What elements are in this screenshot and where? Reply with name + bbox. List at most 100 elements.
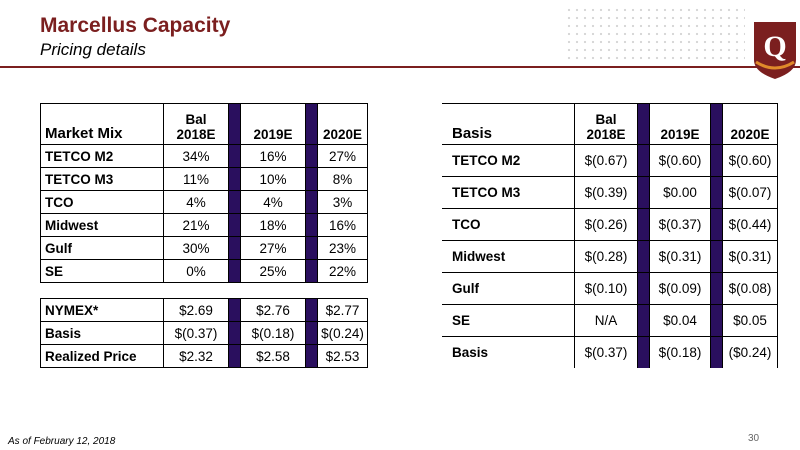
column-separator — [710, 240, 723, 273]
column-separator — [228, 298, 241, 322]
column-separator — [637, 240, 650, 273]
column-header-label: 2019E — [253, 127, 293, 142]
column-separator — [637, 176, 650, 209]
table-cell: 16% — [240, 144, 306, 168]
column-separator — [305, 213, 318, 237]
row-label: Gulf — [442, 272, 575, 305]
column-separator — [305, 236, 318, 260]
table-cell: 10% — [240, 167, 306, 191]
column-separator — [228, 259, 241, 283]
table-cell: $(0.37) — [163, 321, 229, 345]
column-header-label: Bal 2018E — [176, 112, 216, 142]
column-separator — [228, 167, 241, 191]
column-separator — [637, 208, 650, 241]
column-separator — [228, 344, 241, 368]
column-separator — [305, 190, 318, 214]
table-cell: $2.32 — [163, 344, 229, 368]
column-separator — [228, 190, 241, 214]
table-row: TETCO M3 11% 10% 8% — [40, 167, 368, 191]
table-header-row: Basis Bal 2018E 2019E 2020E — [442, 103, 778, 145]
table-cell: $(0.31) — [722, 240, 778, 273]
table-cell: 21% — [163, 213, 229, 237]
table-cell: $(0.31) — [649, 240, 711, 273]
table-cell: $(0.60) — [722, 144, 778, 177]
column-header-label: 2020E — [730, 127, 770, 142]
table-row: Gulf $(0.10) $(0.09) $(0.08) — [442, 272, 778, 305]
column-separator — [637, 272, 650, 305]
column-separator — [637, 336, 650, 368]
table-cell: $(0.60) — [649, 144, 711, 177]
column-separator — [305, 344, 318, 368]
column-header-label: Bal 2018E — [586, 112, 626, 142]
column-header-label: 2019E — [660, 127, 700, 142]
column-separator — [710, 176, 723, 209]
table-cell: $(0.24) — [317, 321, 368, 345]
row-label: Basis — [452, 345, 489, 360]
table-cell: 8% — [317, 167, 368, 191]
table-header-row: Market Mix Bal 2018E 2019E 2020E — [40, 103, 368, 145]
table-cell: 4% — [240, 190, 306, 214]
column-separator — [637, 144, 650, 177]
row-label: Midwest — [442, 240, 575, 273]
as-of-footnote: As of February 12, 2018 — [8, 436, 116, 447]
basis-table: Basis Bal 2018E 2019E 2020E TETCO M2 $(0… — [442, 103, 778, 368]
table-row: TETCO M2 $(0.67) $(0.60) $(0.60) — [442, 144, 778, 177]
page-title: Marcellus Capacity — [40, 14, 231, 37]
table-cell: $(0.18) — [649, 336, 711, 368]
table-cell: $(0.10) — [574, 272, 638, 305]
column-separator — [710, 336, 723, 368]
column-separator — [228, 103, 241, 145]
table-cell: $(0.18) — [240, 321, 306, 345]
row-label: TETCO M3 — [442, 176, 575, 209]
row-label: SE — [442, 304, 575, 337]
table-cell: 18% — [240, 213, 306, 237]
table-cell: 16% — [317, 213, 368, 237]
table-cell: N/A — [574, 304, 638, 337]
table-cell: $(0.08) — [722, 272, 778, 305]
table-row: Basis $(0.37) $(0.18) $(0.24) — [40, 321, 368, 345]
table-cell: 27% — [317, 144, 368, 168]
table-cell: $0.04 — [649, 304, 711, 337]
column-separator — [228, 213, 241, 237]
row-label: Gulf — [40, 236, 164, 260]
table-row: NYMEX* $2.69 $2.76 $2.77 — [40, 298, 368, 322]
column-separator — [305, 144, 318, 168]
table-cell: $0.05 — [722, 304, 778, 337]
table-cell: 11% — [163, 167, 229, 191]
row-label: Basis — [40, 321, 164, 345]
table-cell: 4% — [163, 190, 229, 214]
table-cell: $2.53 — [317, 344, 368, 368]
column-separator — [710, 272, 723, 305]
table-cell: 30% — [163, 236, 229, 260]
column-header-2019e: 2019E — [240, 103, 306, 145]
table-cell: $(0.67) — [574, 144, 638, 177]
column-separator — [637, 103, 650, 145]
table-row: TETCO M3 $(0.39) $0.00 $(0.07) — [442, 176, 778, 209]
table-cell: 23% — [317, 236, 368, 260]
table-row: TCO $(0.26) $(0.37) $(0.44) — [442, 208, 778, 241]
table-row: SE 0% 25% 22% — [40, 259, 368, 283]
table-cell: $(0.37) — [574, 336, 638, 368]
column-separator — [710, 144, 723, 177]
basis-heading: Basis — [442, 103, 575, 145]
q-logo-icon: Q — [754, 22, 796, 79]
column-separator — [228, 321, 241, 345]
table-cell: $2.77 — [317, 298, 368, 322]
column-header-bal-2018e: Bal 2018E — [574, 103, 638, 145]
table-row: Midwest 21% 18% 16% — [40, 213, 368, 237]
column-header-bal-2018e: Bal 2018E — [163, 103, 229, 145]
table-row: TETCO M2 34% 16% 27% — [40, 144, 368, 168]
column-separator — [228, 236, 241, 260]
row-label: TETCO M2 — [442, 144, 575, 177]
page-number: 30 — [748, 433, 760, 444]
table-cell: $2.76 — [240, 298, 306, 322]
table-cell: 0% — [163, 259, 229, 283]
column-separator — [637, 304, 650, 337]
row-label: TCO — [40, 190, 164, 214]
column-header-2020e: 2020E — [317, 103, 368, 145]
table-row: Basis $(0.37) $(0.18) ($0.24) — [442, 336, 778, 368]
svg-text:Q: Q — [763, 30, 786, 63]
table-cell: $(0.07) — [722, 176, 778, 209]
table-cell: 27% — [240, 236, 306, 260]
table-cell: $(0.39) — [574, 176, 638, 209]
